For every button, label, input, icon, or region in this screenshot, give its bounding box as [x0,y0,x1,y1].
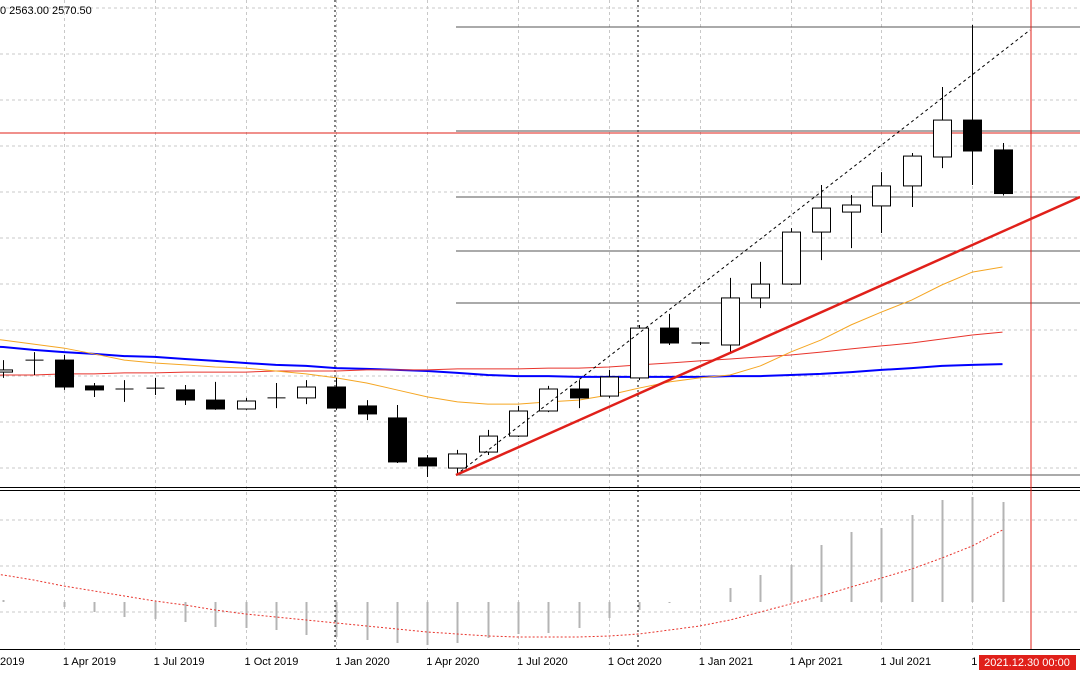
moving-average [0,266,1003,405]
x-tick-label: 1 Apr 2019 [63,656,116,668]
signal-line [0,529,1003,638]
candle-body [297,386,316,399]
candle-body [206,399,225,410]
moving-average [0,331,1003,376]
fib-trend-line [455,29,1031,476]
candle-body [418,457,437,467]
candle-body [963,119,982,152]
candle-body [600,376,619,397]
x-tick-label: 1 Jan 2020 [335,656,389,668]
x-tick-label: 1 Jul 2020 [517,656,568,668]
x-tick-label: 1 Jul 2019 [154,656,205,668]
candle-body [994,149,1013,195]
candle-body [721,297,740,346]
candle-body [176,389,195,401]
candle-body [237,400,256,410]
x-tick-label: 1 Jul 2021 [880,656,931,668]
candle-body [479,435,498,453]
crosshair-label: 2021.12.30 00:00 [984,657,1070,669]
candle-body [782,231,801,285]
candle-body [0,369,13,373]
candle-body [509,410,528,437]
candle-body [358,405,377,415]
x-tick-label: 1 Jan 2021 [699,656,753,668]
x-tick-label: 1 Oct 2020 [608,656,662,668]
oscillator-panel [0,497,1005,645]
grid [0,0,1080,649]
fibonacci-levels [456,26,1080,476]
candle-body [570,388,589,399]
moving-average [0,345,1003,378]
candle-body [55,359,74,388]
candle-body [872,185,891,207]
x-tick-label: 2019 [0,656,24,668]
x-tick-label: 1 [971,656,977,668]
candle-body [448,453,467,469]
candle-body [903,155,922,187]
x-tick-label: 1 Apr 2020 [426,656,479,668]
candle-body [85,385,104,391]
x-tick-label: 1 Oct 2019 [245,656,299,668]
candle-body [327,386,346,409]
candle-body [388,417,407,463]
candle-body [660,327,679,344]
candle-body [539,388,558,412]
x-tick-label: 1 Apr 2021 [790,656,843,668]
crosshair-label-box [979,655,1076,670]
header-text: 0 2563.00 2570.50 [0,5,92,17]
main-panel [0,25,1013,477]
candle-body [751,283,770,299]
candle-body [812,207,831,233]
trend-line [455,195,1080,477]
x-axis: 2019 1 Apr 2019 1 Jul 2019 1 Oct 2019 1 Jan … [0,656,977,668]
candle-body [842,204,861,213]
candle-body [933,119,952,158]
candle-body [630,327,649,379]
